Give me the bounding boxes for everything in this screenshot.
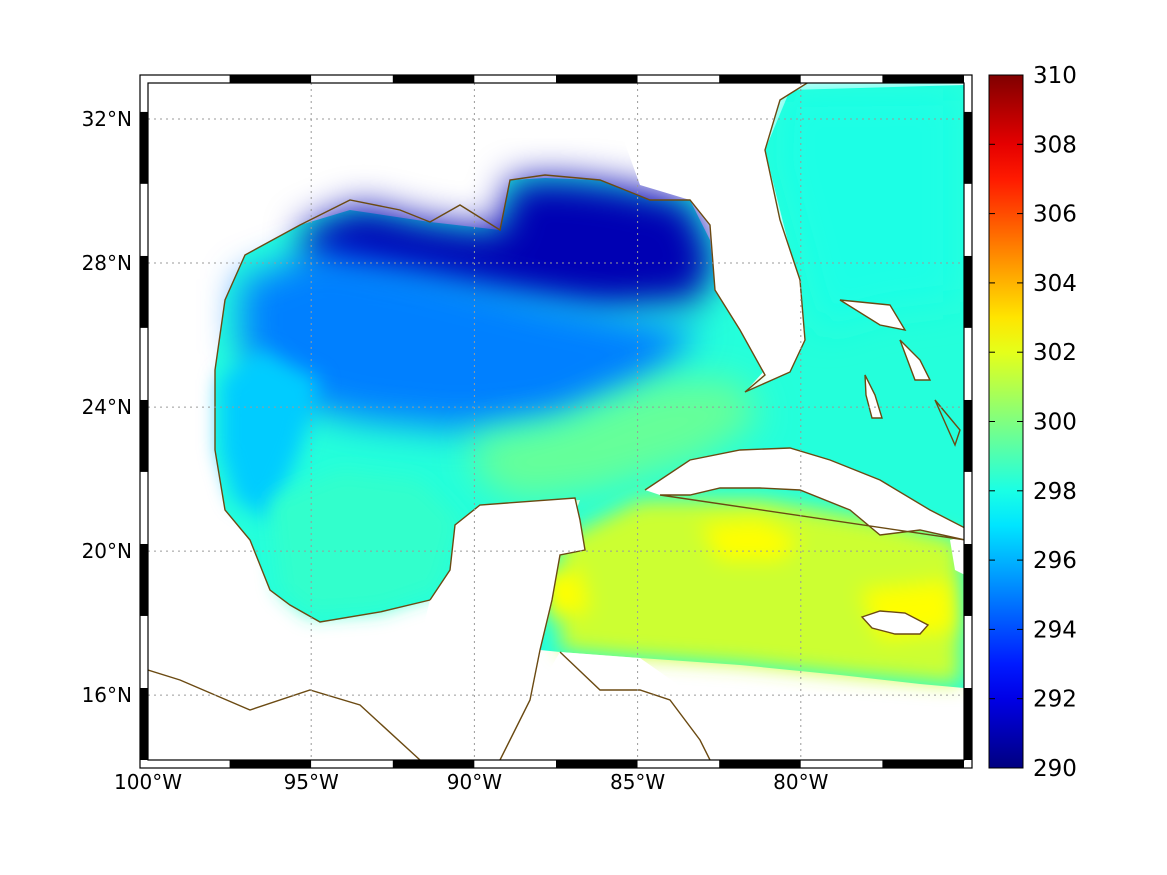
frame-segment [964, 111, 972, 184]
frame-segment [882, 760, 964, 768]
frame-segment [311, 760, 393, 768]
colorbar: 310 308 306 304 302 300 298 296 294 292 290 [988, 63, 1077, 782]
frame-segment [719, 760, 801, 768]
frame-segment [964, 471, 972, 544]
frame-segment [229, 760, 312, 768]
frame-segment [140, 83, 148, 112]
colorbar-tick-label: 306 [1033, 202, 1077, 228]
frame-segment [392, 75, 475, 83]
colorbar-tick-label: 290 [1033, 756, 1077, 782]
frame-segment [140, 399, 148, 472]
colorbar-tick-label: 296 [1033, 548, 1077, 574]
coastlines [148, 83, 964, 760]
colorbar-tick-label: 300 [1033, 410, 1077, 436]
frame-segment [140, 471, 148, 544]
frame-segment [882, 75, 964, 83]
colorbar-tick-label: 298 [1033, 479, 1077, 505]
bahamas-land [840, 300, 930, 418]
longitude-tick-label: 95°W [284, 770, 339, 794]
ocean-field-southeast-gulf [470, 380, 760, 500]
gulf-coastline [148, 83, 809, 760]
latitude-tick-label: 20°N [82, 539, 132, 563]
frame-segment [964, 255, 972, 328]
sst-field [148, 83, 964, 760]
frame-segment [964, 543, 972, 616]
ocean-field-central-gulf [240, 250, 700, 430]
jamaica-coastline [860, 610, 930, 635]
latitude-tick-label: 28°N [82, 251, 132, 275]
frame-segment [800, 760, 883, 768]
frame-segment [140, 687, 148, 760]
frame-segment [637, 760, 720, 768]
frame-segment [474, 75, 556, 83]
central-america-land [520, 652, 720, 760]
central-america-coastline [559, 651, 711, 760]
inner-frame-border [147, 82, 965, 761]
frame-segment [637, 75, 720, 83]
colorbar-tick-label: 310 [1033, 63, 1077, 89]
frame-segment [964, 399, 972, 472]
longitude-tick-label: 80°W [773, 770, 828, 794]
longitude-tick-label: 100°W [114, 770, 182, 794]
frame-segment [800, 75, 883, 83]
frame-segment [148, 760, 230, 768]
cuba-coastline [644, 447, 964, 541]
bahamas-coastline [839, 299, 961, 447]
colorbar-tick-label: 292 [1033, 687, 1077, 713]
colorbar-tick-label: 302 [1033, 340, 1077, 366]
frame-segment [964, 83, 972, 112]
frame-segment [140, 183, 148, 256]
colorbar-ticks: 310 308 306 304 302 300 298 296 294 292 290 [989, 63, 1077, 782]
longitude-tick-labels: 100°W 95°W 90°W 85°W 80°W [114, 770, 829, 794]
ocean-field-caribbean [560, 500, 960, 684]
latitude-tick-labels: 32°N 28°N 24°N 20°N 16°N [82, 107, 132, 707]
colorbar-tick-label: 308 [1033, 132, 1077, 158]
florida-land [602, 83, 808, 375]
frame-segment [964, 615, 972, 688]
map-panel: 100°W 95°W 90°W 85°W 80°W 32°N 28°N 24°N 20°N 16… [82, 74, 973, 794]
frame-segment [556, 75, 638, 83]
frame-segment [392, 760, 475, 768]
colorbar-tick-label: 304 [1033, 271, 1077, 297]
colorbar-tick-label: 294 [1033, 617, 1077, 643]
frame-segment [474, 760, 556, 768]
land-masks [148, 83, 964, 760]
frame-segment [229, 75, 312, 83]
ocean-field-western-gulf [220, 350, 320, 520]
latitude-tick-label: 24°N [82, 395, 132, 419]
frame-segment [964, 327, 972, 400]
ocean-field-campeche [270, 470, 460, 615]
frame-segment [311, 75, 393, 83]
frame-segment [964, 183, 972, 256]
frame-segment [140, 327, 148, 400]
frame-segment [140, 615, 148, 688]
graticule-grid [148, 83, 964, 760]
latitude-tick-label: 32°N [82, 107, 132, 131]
yucatan-land [148, 498, 585, 760]
frame-segment [140, 111, 148, 184]
hispaniola-land [950, 536, 964, 575]
frame-segment [140, 543, 148, 616]
frame-segment [140, 255, 148, 328]
frame-segment [964, 687, 972, 760]
frame-segment [148, 75, 230, 83]
latitude-tick-label: 16°N [82, 683, 132, 707]
longitude-tick-label: 85°W [610, 770, 665, 794]
checkered-map-frame [140, 75, 972, 768]
longitude-tick-label: 90°W [447, 770, 502, 794]
frame-segment [719, 75, 801, 83]
outer-frame-border [139, 74, 973, 769]
ocean-field-atlantic [775, 88, 960, 330]
frame-segment [556, 760, 638, 768]
cuba-land [645, 448, 964, 540]
